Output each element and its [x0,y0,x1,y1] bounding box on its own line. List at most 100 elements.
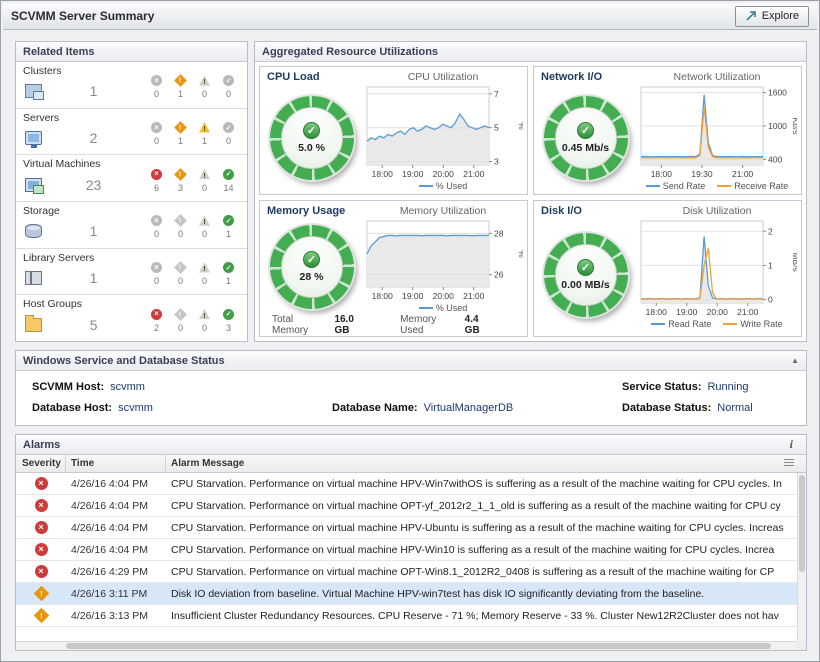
aggregated-header: Aggregated Resource Utilizations [255,42,806,62]
status-count: 0 [201,322,207,333]
status-count: 0 [201,229,207,240]
related-item-virtual-machines[interactable]: Virtual Machines 23 6 3 0 14 [16,155,247,203]
time-column-header[interactable]: Time [66,455,166,472]
horizontal-scrollbar[interactable] [16,641,797,650]
error-severity-icon [34,521,48,534]
status-count: 0 [225,89,231,100]
related-item-label: Servers [23,111,60,124]
normal-status-icon [223,122,234,133]
alarm-time: 4/26/16 4:04 PM [71,499,149,512]
network-utilization-chart[interactable]: 1600 1000 400 18:00 19:30 21:00 Kb/s [637,83,797,179]
status-count: 1 [177,89,183,100]
legend-item: Read Rate [651,319,711,329]
svg-text:1000: 1000 [768,121,787,131]
status-count: 2 [153,322,159,333]
memory-usage-gauge[interactable]: ✓ 28 % [269,224,354,309]
cpu-utilization-chart[interactable]: 7 5 3 18:00 19:00 20:00 21:00% [363,83,523,179]
alarm-time: 4/26/16 4:29 PM [71,565,149,578]
memory-chart-legend: % Used [418,301,467,314]
cpu-chart-title: CPU Utilization [407,71,479,83]
status-count: 1 [177,136,183,146]
svg-text:%: % [517,122,523,130]
status-count: 1 [201,136,207,146]
status-counts: 0 1 0 0 [145,65,240,106]
related-item-count: 1 [89,270,98,287]
vertical-scrollbar[interactable] [797,473,806,641]
storage-icon [25,224,42,239]
error-status-icon [151,308,162,320]
vertical-scrollbar-thumb[interactable] [799,475,805,573]
info-icon[interactable]: i [789,437,793,451]
related-items-title: Related Items [23,45,95,58]
cpu-load-value: 5.0 % [298,141,325,154]
status-count: 6 [153,182,159,193]
alarm-message: Insufficient Cluster Redundancy Resource… [171,609,779,622]
page-header: SCVMM Server Summary Explore [3,3,817,30]
total-memory-value: 16.0 GB [334,314,354,337]
status-count: 0 [177,229,183,240]
alarm-row[interactable]: 4/26/16 4:04 PM CPU Starvation. Performan… [16,473,797,495]
normal-status-icon [223,308,234,320]
status-counts: 0 0 0 1 [145,205,240,246]
library-icon [25,271,42,286]
svg-text:MB/s: MB/s [791,252,797,271]
status-count: 0 [201,276,207,287]
caution-status-icon [199,308,210,320]
aggregated-utilizations-panel: Aggregated Resource Utilizations CPU Loa… [254,41,807,342]
message-column-header[interactable]: Alarm Message [171,458,245,469]
alarm-row[interactable]: 4/26/16 4:04 PM CPU Starvation. Performan… [16,539,797,561]
alarm-row[interactable]: 4/26/16 3:11 PM Disk IO deviation from ba… [16,583,797,605]
network-quadrant: Network I/O ✓ 0.45 Mb/s Network Utilizat [533,66,802,195]
svg-text:19:30: 19:30 [691,169,713,179]
disk-io-title: Disk I/O [541,205,582,217]
service-status-fields: SCVMM Host: scvmm Service Status: Running … [16,371,806,414]
alarm-row[interactable]: 4/26/16 3:13 PM Insufficient Cluster Redu… [16,605,797,627]
cpu-quadrant: CPU Load ✓ 5.0 % CPU Utilization [259,66,528,195]
error-severity-icon [34,499,48,512]
network-io-title: Network I/O [541,71,603,83]
memory-totals: Total Memory 16.0 GB Memory Used 4.4 GB [262,314,525,337]
disk-utilization-chart[interactable]: 2 1 0 18:00 19:00 20:00 21:00 MB/s [637,217,797,317]
clusters-icon [25,84,44,101]
status-count: 0 [201,89,207,100]
svg-text:20:00: 20:00 [433,169,455,179]
disk-io-gauge[interactable]: ✓ 0.00 MB/s [543,233,628,318]
cpu-load-gauge[interactable]: ✓ 5.0 % [269,95,354,180]
network-io-gauge[interactable]: ✓ 0.45 Mb/s [543,95,628,180]
memory-quadrant: Memory Usage ✓ 28 % Memory Utilization [259,200,528,337]
svg-text:18:00: 18:00 [372,291,394,301]
related-item-label: Host Groups [23,298,82,311]
memory-utilization-chart[interactable]: 28 26 18:00 19:00 20:00 21:00% [363,217,523,301]
memory-used-value: 4.4 GB [464,314,480,337]
svg-text:18:00: 18:00 [651,169,673,179]
related-item-host-groups[interactable]: Host Groups52003 [16,295,247,341]
explore-button[interactable]: Explore [734,5,809,27]
alarm-row[interactable]: 4/26/16 4:29 PM CPU Starvation. Performan… [16,561,797,583]
column-chooser-icon[interactable] [784,459,794,468]
related-item-library-servers[interactable]: Library Servers 1 0 0 0 1 [16,249,247,296]
error-severity-icon [34,477,48,490]
status-count: 1 [225,229,231,240]
related-item-clusters[interactable]: Clusters 1 0 1 0 0 [16,62,247,109]
alarm-row[interactable]: 4/26/16 4:04 PM CPU Starvation. Performan… [16,495,797,517]
warning-status-icon [174,307,187,321]
alarm-row[interactable]: 4/26/16 4:04 PM CPU Starvation. Performan… [16,517,797,539]
related-item-storage[interactable]: Storage 1 0 0 0 1 [16,202,247,249]
horizontal-scrollbar-thumb[interactable] [66,643,771,649]
svg-text:20:00: 20:00 [707,307,729,317]
related-item-servers[interactable]: Servers 2 0 1 1 0 [16,109,247,156]
collapse-caret-icon[interactable]: ▲ [791,356,799,365]
severity-column-header[interactable]: Severity [16,455,66,472]
alarm-time: 4/26/16 3:13 PM [71,609,149,622]
related-items-header: Related Items [16,42,247,62]
disk-chart-legend: Read Rate Write Rate [651,317,783,330]
status-count: 0 [177,322,183,333]
alarm-time: 4/26/16 4:04 PM [71,543,149,556]
status-count: 14 [223,182,234,193]
normal-status-icon [223,75,234,87]
status-count: 0 [153,89,159,100]
vms-icon [25,177,44,194]
status-count: 0 [153,276,159,287]
svg-text:19:00: 19:00 [676,307,698,317]
